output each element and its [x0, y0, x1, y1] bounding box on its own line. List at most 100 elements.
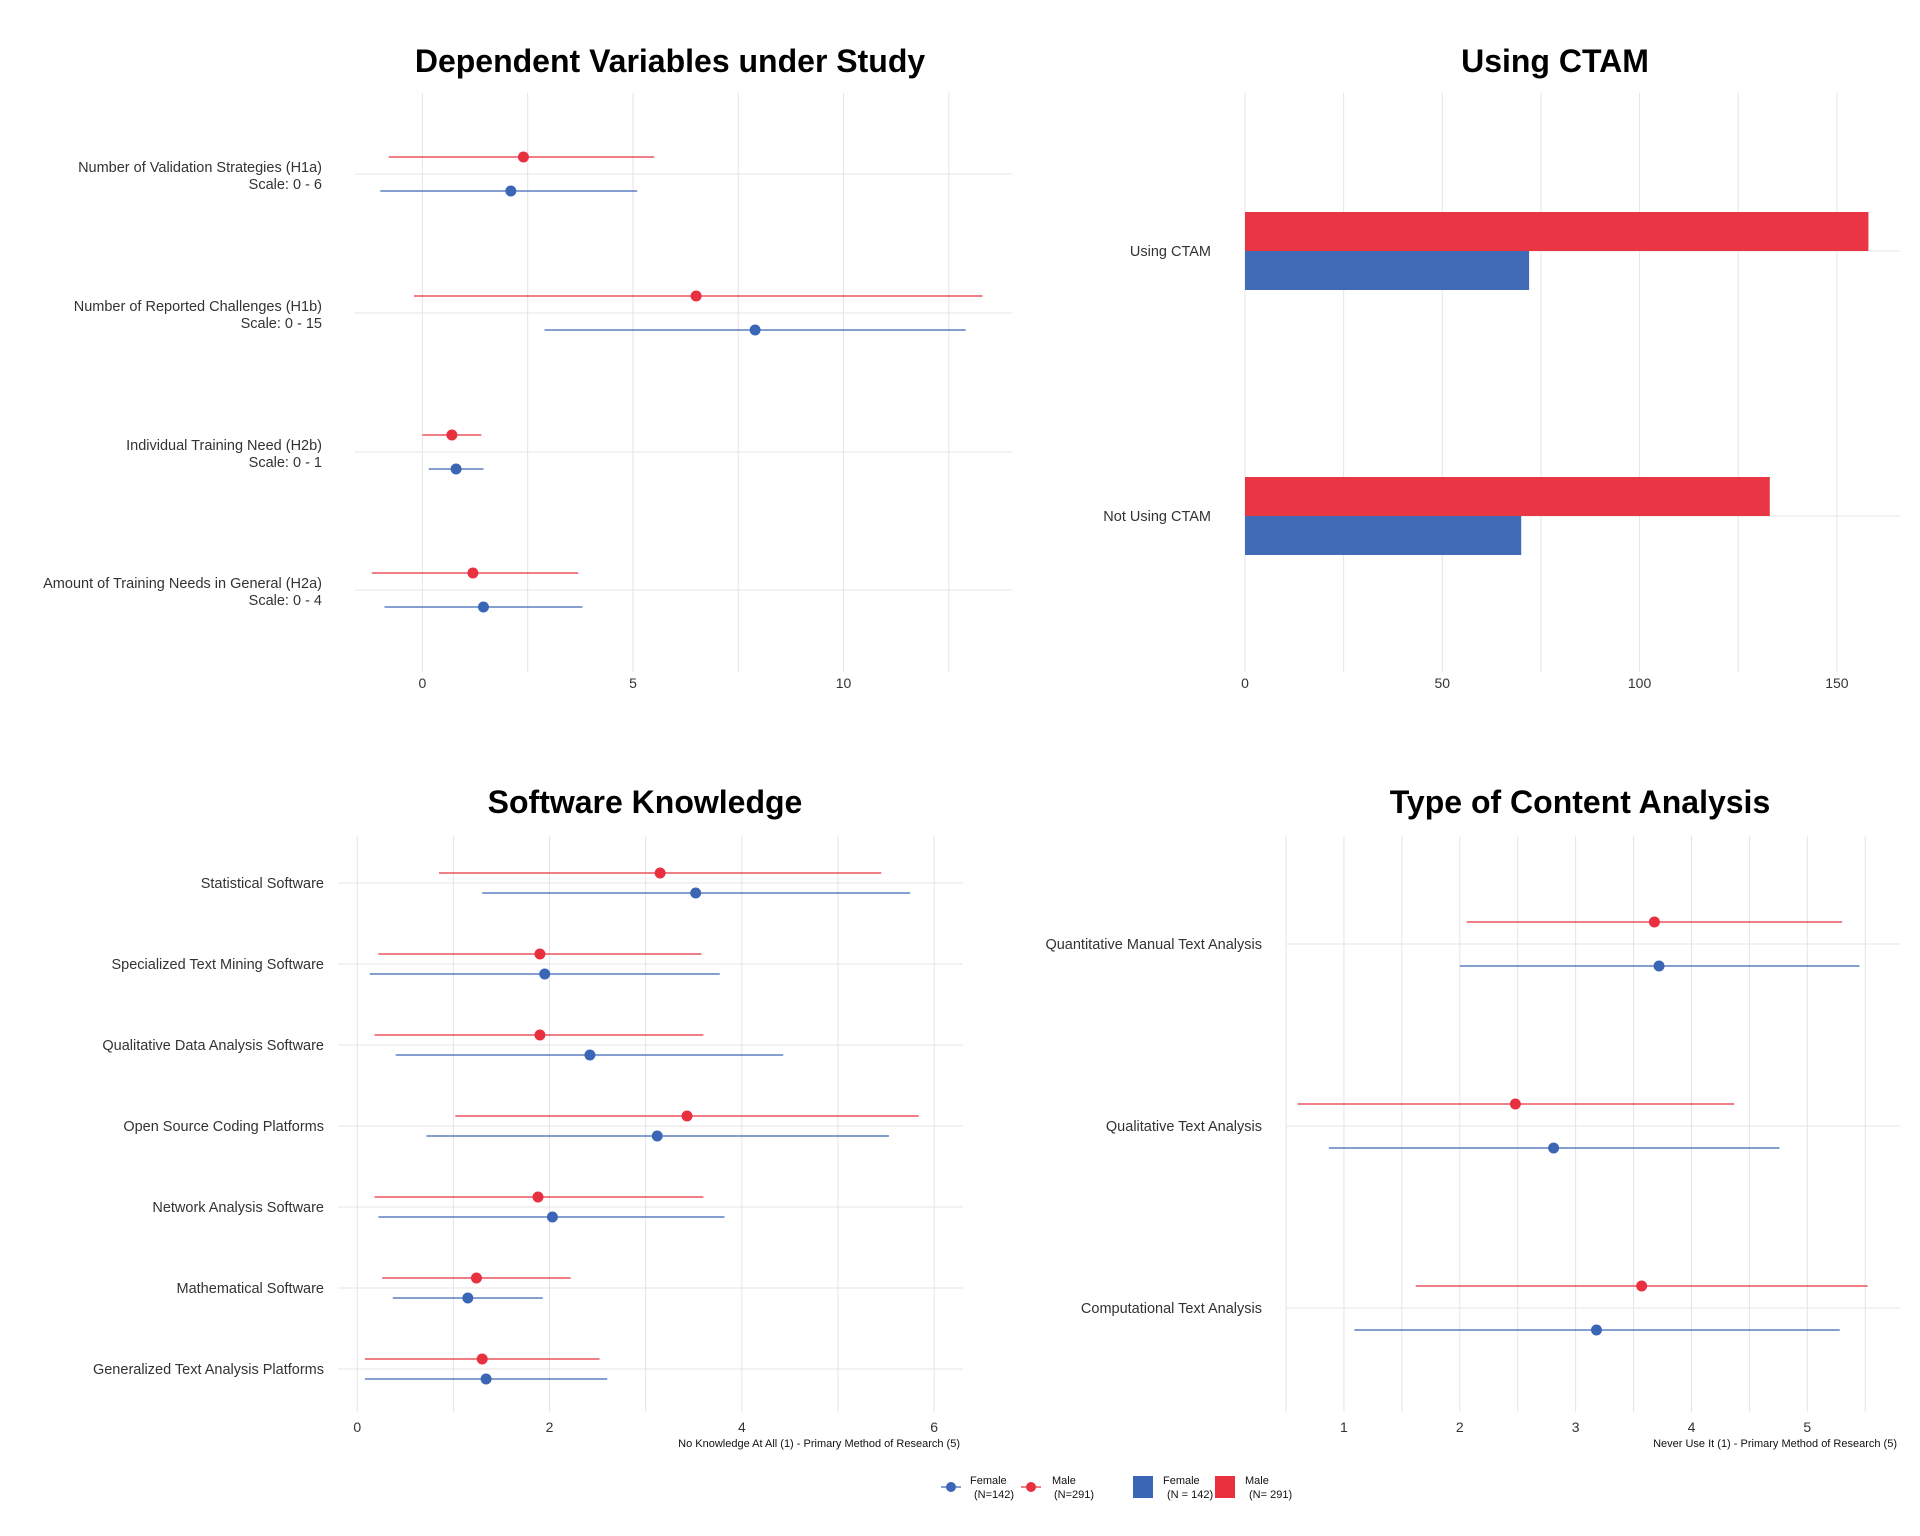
grid — [1285, 836, 1900, 1412]
x-axis: 0 50 100 150 — [1241, 675, 1849, 691]
category-label: Qualitative Data Analysis Software — [102, 1038, 324, 1054]
category-label: Mathematical Software — [177, 1281, 324, 1297]
male-mean-point — [1636, 1280, 1648, 1292]
legend: Female (N=142) Male (N=291) Female (N = … — [941, 1475, 1292, 1501]
male-mean-point — [446, 429, 458, 441]
chart-marks — [371, 151, 983, 613]
chart-marks — [1245, 212, 1869, 555]
male-mean-point — [517, 151, 529, 163]
category-label: Individual Training Need (H2b) — [126, 438, 322, 454]
male-mean-point — [690, 290, 702, 302]
legend-count: (N=142) — [974, 1489, 1014, 1501]
female-mean-point — [539, 968, 551, 980]
male-mean-point — [476, 1353, 488, 1365]
x-tick-label: 3 — [1572, 1419, 1580, 1435]
female-mean-point — [749, 324, 761, 336]
panel-dependent-variables: Dependent Variables under Study 0 5 10 Numb… — [43, 43, 1012, 691]
x-tick-label: 0 — [418, 675, 426, 691]
legend-label: Male — [1052, 1475, 1076, 1487]
category-label: Generalized Text Analysis Platforms — [93, 1362, 324, 1378]
female-mean-point — [505, 185, 517, 197]
male-mean-point — [1648, 916, 1660, 928]
male-mean-point — [681, 1110, 693, 1122]
legend-item-male-dot: Male (N=291) — [1021, 1475, 1094, 1501]
female-mean-point — [1653, 960, 1665, 972]
grid — [338, 836, 963, 1412]
x-tick-label: 4 — [1688, 1419, 1696, 1435]
legend-label: Female — [970, 1475, 1007, 1487]
category-label: Specialized Text Mining Software — [111, 957, 324, 973]
x-axis: 0 2 4 6 No Knowledge At All (1) - Primary Me… — [353, 1419, 960, 1450]
x-axis-label: Never Use It (1) - Primary Method of Res… — [1653, 1438, 1897, 1450]
female-mean-point — [651, 1130, 663, 1142]
legend-label: Female — [1163, 1475, 1200, 1487]
legend-count: (N=291) — [1054, 1489, 1094, 1501]
category-label: Qualitative Text Analysis — [1106, 1119, 1262, 1135]
legend-count: (N= 291) — [1249, 1489, 1292, 1501]
grid — [355, 93, 1012, 672]
category-sublabel: Scale: 0 - 15 — [241, 316, 322, 332]
x-tick-label: 150 — [1825, 675, 1849, 691]
chart-title: Dependent Variables under Study — [415, 43, 926, 79]
x-tick-label: 2 — [546, 1419, 554, 1435]
x-axis: 0 5 10 — [418, 675, 851, 691]
panel-content-analysis: Type of Content Analysis 1 2 3 4 5 Never Use … — [1045, 784, 1900, 1450]
x-tick-label: 4 — [738, 1419, 746, 1435]
category-label: Computational Text Analysis — [1081, 1301, 1262, 1317]
chart-title: Software Knowledge — [488, 784, 803, 820]
x-tick-label: 0 — [353, 1419, 361, 1435]
male-mean-point — [1509, 1098, 1521, 1110]
female-mean-point — [480, 1373, 492, 1385]
female-mean-point — [462, 1292, 474, 1304]
x-axis: 1 2 3 4 5 Never Use It (1) - Primary Method o… — [1340, 1419, 1897, 1450]
category-sublabel: Scale: 0 - 6 — [249, 177, 322, 193]
male-mean-point — [654, 867, 666, 879]
grid — [1244, 93, 1900, 672]
female-bar — [1245, 516, 1522, 555]
x-tick-label: 100 — [1628, 675, 1652, 691]
legend-item-male-bar: Male (N= 291) — [1215, 1475, 1292, 1501]
x-tick-label: 6 — [930, 1419, 938, 1435]
x-tick-label: 1 — [1340, 1419, 1348, 1435]
category-label: Network Analysis Software — [152, 1200, 324, 1216]
male-mean-point — [470, 1272, 482, 1284]
panel-using-ctam: Using CTAM 0 50 100 150 Using CTAM Not Using … — [1103, 43, 1900, 691]
category-label: Open Source Coding Platforms — [123, 1119, 324, 1135]
chart-marks — [364, 867, 919, 1385]
chart-marks — [1297, 916, 1868, 1336]
x-axis-label: No Knowledge At All (1) - Primary Method… — [678, 1438, 960, 1450]
category-sublabel: Scale: 0 - 1 — [249, 455, 322, 471]
panel-software-knowledge: Software Knowledge 0 2 4 6 No Knowledge At A… — [93, 784, 963, 1450]
female-bar — [1245, 251, 1530, 290]
female-mean-point — [1548, 1142, 1560, 1154]
legend-count: (N = 142) — [1167, 1489, 1213, 1501]
chart-title: Type of Content Analysis — [1390, 784, 1770, 820]
female-mean-point — [546, 1211, 558, 1223]
category-sublabel: Scale: 0 - 4 — [249, 593, 322, 609]
x-tick-label: 5 — [629, 675, 637, 691]
x-tick-label: 10 — [836, 675, 852, 691]
legend-label: Male — [1245, 1475, 1269, 1487]
male-mean-point — [532, 1191, 544, 1203]
chart-title: Using CTAM — [1461, 43, 1649, 79]
x-tick-label: 2 — [1456, 1419, 1464, 1435]
legend-item-female-bar: Female (N = 142) — [1133, 1475, 1213, 1501]
female-mean-point — [1590, 1324, 1602, 1336]
female-mean-point — [690, 887, 702, 899]
category-label: Number of Validation Strategies (H1a) — [78, 160, 322, 176]
category-label: Quantitative Manual Text Analysis — [1045, 937, 1262, 953]
category-label: Not Using CTAM — [1103, 509, 1211, 525]
female-mean-point — [450, 463, 462, 475]
x-tick-label: 0 — [1241, 675, 1249, 691]
category-label: Number of Reported Challenges (H1b) — [74, 299, 322, 315]
category-label: Amount of Training Needs in General (H2a… — [43, 576, 322, 592]
category-label: Using CTAM — [1130, 244, 1211, 260]
category-label: Statistical Software — [201, 876, 324, 892]
male-bar — [1245, 477, 1770, 516]
male-mean-point — [534, 948, 546, 960]
male-mean-point — [534, 1029, 546, 1041]
female-mean-point — [477, 601, 489, 613]
female-mean-point — [584, 1049, 596, 1061]
male-bar — [1245, 212, 1869, 251]
